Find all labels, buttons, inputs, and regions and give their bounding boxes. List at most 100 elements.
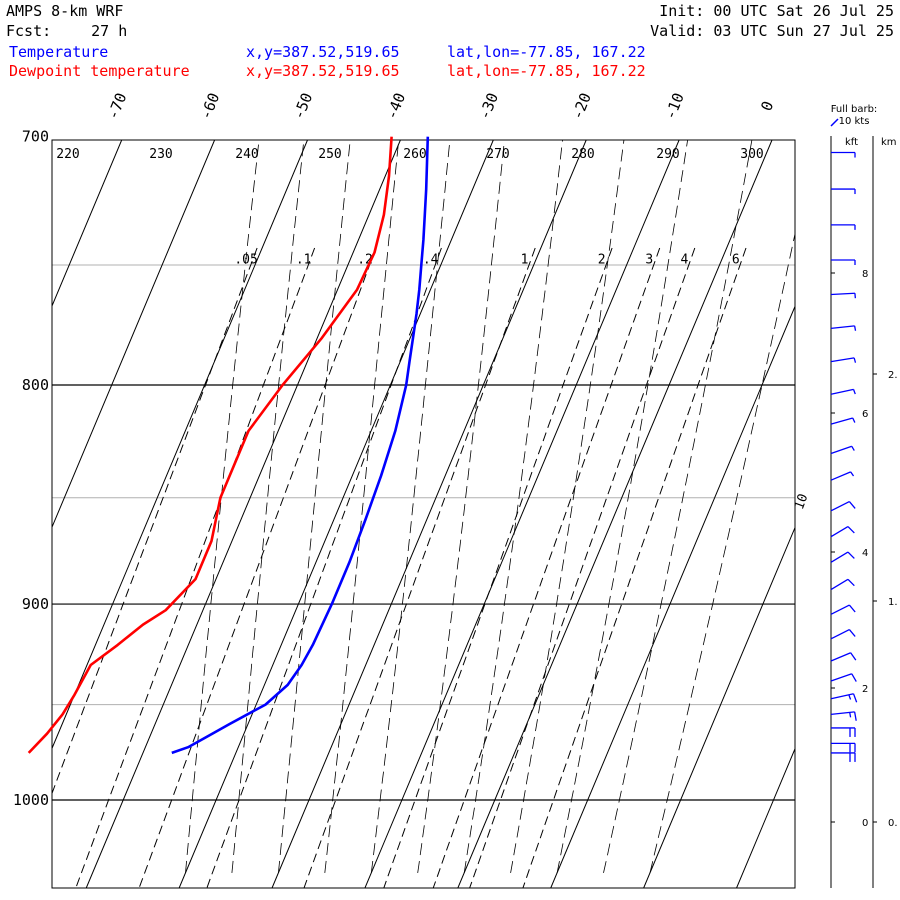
wind-barb-staff <box>830 445 852 455</box>
pressure-tick-label: 800 <box>22 376 49 394</box>
wind-barb <box>830 471 855 481</box>
wind-barb-flag <box>847 551 855 559</box>
valid-value: 03 UTC Sun 27 Jul 25 <box>713 22 894 40</box>
temperature-trace <box>171 136 430 755</box>
plot-area <box>0 140 795 888</box>
km-unit-label: km <box>881 137 897 148</box>
dewpoint-trace <box>27 136 393 754</box>
mixing-ratio-label: .05 <box>234 252 257 267</box>
wind-barb <box>830 578 855 591</box>
init-time: Init: 00 UTC Sat 26 Jul 25 <box>659 2 894 20</box>
legend-temperature: Temperature <box>9 43 108 61</box>
wind-barb-staff <box>830 325 855 329</box>
wind-barb-staff <box>830 471 851 481</box>
kft-tick-label: 0 <box>862 818 868 829</box>
isotherm <box>736 747 795 888</box>
dry-adiabat-label: 240 <box>235 147 258 162</box>
mixing-ratio-line <box>522 247 747 888</box>
isotherm <box>271 140 587 888</box>
side-label: 10 <box>792 492 811 512</box>
moist-adiabat <box>556 140 689 873</box>
wind-key-line1: Full barb: <box>831 104 878 115</box>
forecast-hour: Fcst: 27 h <box>6 22 127 40</box>
mixing-ratio-line <box>469 247 696 888</box>
wind-barb-half-flag <box>851 445 855 451</box>
wind-barb <box>830 417 856 425</box>
wind-barb-staff <box>830 652 851 662</box>
wind-barb-flag <box>852 693 858 703</box>
wind-barb-half-flag <box>848 694 852 700</box>
mixing-ratio-line <box>75 247 316 888</box>
dry-adiabat-label: 230 <box>149 147 172 162</box>
wind-barb <box>830 500 856 512</box>
legend-temperature-latlon: lat,lon=-77.85, 167.22 <box>447 43 646 61</box>
mixing-ratio-line <box>303 247 536 888</box>
mixing-ratio-label: 6 <box>732 252 740 267</box>
mixing-ratio-line <box>432 247 661 888</box>
kft-tick-label: 6 <box>862 409 868 420</box>
mixing-ratio-line <box>52 247 258 795</box>
wind-barb <box>830 525 855 538</box>
wind-barb <box>830 325 857 331</box>
legend-dewpoint-latlon: lat,lon=-77.85, 167.22 <box>447 62 646 80</box>
wind-barb-staff <box>830 292 855 296</box>
temperature-tick-label: -70 <box>104 90 131 122</box>
km-tick-label: 1. <box>888 597 898 608</box>
plot-frame <box>51 139 796 889</box>
wind-barb-staff <box>830 500 850 512</box>
isotherm <box>0 140 29 888</box>
wind-barb-flag <box>851 673 857 682</box>
wind-barb-staff <box>830 417 853 425</box>
isotherm <box>85 140 401 888</box>
moist-adiabat <box>370 140 451 873</box>
wind-barb <box>831 727 856 737</box>
wind-barb-flag <box>847 526 855 534</box>
legend-dewpoint-xy: x,y=387.52,519.65 <box>246 62 400 80</box>
wind-barb-staff <box>830 388 854 395</box>
kft-tick-label: 8 <box>862 269 868 280</box>
wind-barb <box>830 652 857 662</box>
wind-barb-staff <box>830 711 855 716</box>
isotherm <box>178 140 494 888</box>
temperature-tick-label: -10 <box>661 90 688 122</box>
moist-adiabat <box>278 140 351 873</box>
wind-barb-staff <box>830 578 849 591</box>
wind-barb <box>830 292 856 299</box>
wind-barb-flag <box>848 501 856 509</box>
wind-barb-half-flag <box>853 357 857 363</box>
mixing-ratio-label: .4 <box>423 252 439 267</box>
forecast-label: Fcst: <box>6 22 52 40</box>
moist-adiabat <box>231 140 305 873</box>
isotherm <box>52 140 123 308</box>
legend-temperature-label: Temperature <box>9 43 109 61</box>
wind-key-line2: 10 kts <box>839 116 870 127</box>
mixing-ratio-label: 1 <box>521 252 529 267</box>
wind-barb-flag <box>853 711 857 721</box>
wind-barb-flag <box>847 578 855 587</box>
valid-label: Valid: <box>650 22 705 40</box>
wind-barb-half-flag <box>849 712 852 718</box>
mixing-ratio-line <box>383 247 613 888</box>
wind-barb <box>830 629 856 640</box>
moist-adiabat <box>603 140 753 873</box>
moist-adiabat <box>510 140 625 873</box>
wind-barb-flag <box>850 652 857 661</box>
wind-barb-staff <box>830 604 850 615</box>
kft-tick-label: 2 <box>862 684 868 695</box>
wind-barb-flag <box>848 629 856 637</box>
temperature-tick-label: 0 <box>757 99 777 114</box>
wind-barb <box>831 188 856 195</box>
init-label: Init: <box>659 2 705 20</box>
dry-adiabat-label: 290 <box>656 147 679 162</box>
wind-barb <box>831 151 856 158</box>
wind-barb-staff <box>830 357 855 363</box>
km-tick-label: 2. <box>888 370 898 381</box>
mixing-ratio-label: 3 <box>645 252 653 267</box>
wind-barb-staff <box>830 629 850 640</box>
temperature-tick-label: -60 <box>197 90 224 122</box>
wind-barb <box>830 357 857 363</box>
moist-adiabat <box>324 140 400 873</box>
legend-temperature-xy: x,y=387.52,519.65 <box>246 43 400 61</box>
mixing-ratio-line <box>206 247 442 888</box>
